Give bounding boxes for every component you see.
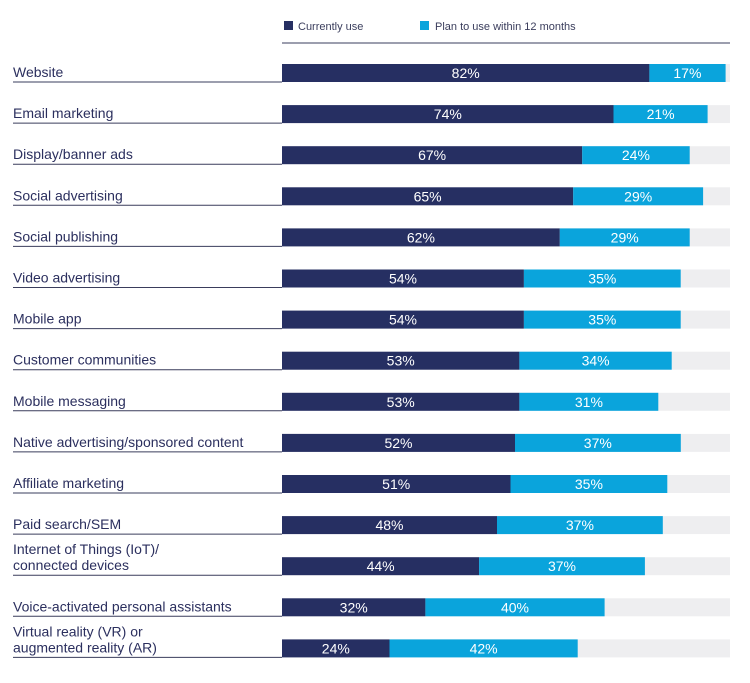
bar-segment-plan-to-use xyxy=(519,351,672,370)
data-label: 52% xyxy=(384,435,412,451)
data-label: 37% xyxy=(548,558,576,574)
chart-row: Display/banner ads 67% 24% xyxy=(13,146,730,165)
bar-segment-plan-to-use xyxy=(425,598,605,617)
legend: Currently use Plan to use within 12 mont… xyxy=(282,21,730,44)
data-label: 37% xyxy=(566,517,594,533)
chart-row: Customer communities 53% 34% xyxy=(13,351,730,371)
data-label: 42% xyxy=(470,640,498,656)
bar-segment-currently-use xyxy=(282,146,583,165)
bar-segment-currently-use xyxy=(282,351,520,370)
bar-segment-plan-to-use xyxy=(573,187,704,206)
data-label: 67% xyxy=(418,147,446,163)
chart-row: Paid search/SEM 48% 37% xyxy=(13,516,730,535)
bar-segment-plan-to-use xyxy=(510,475,668,493)
data-label: 35% xyxy=(588,312,616,328)
category-label: Mobile app xyxy=(13,311,82,327)
chart-row: Email marketing 74% 21% xyxy=(13,105,730,124)
data-label: 53% xyxy=(387,394,415,410)
chart-row: Social publishing 62% 29% xyxy=(13,228,730,247)
data-label: 35% xyxy=(588,271,616,287)
bar-segment-currently-use xyxy=(282,475,511,493)
data-label: 82% xyxy=(452,65,480,81)
bar-segment-currently-use xyxy=(282,187,574,206)
data-label: 44% xyxy=(367,558,395,574)
bar-segment-currently-use xyxy=(282,598,426,617)
bar-segment-plan-to-use xyxy=(515,433,681,452)
bar-segment-currently-use xyxy=(282,639,390,658)
data-label: 29% xyxy=(611,229,639,245)
category-label: Paid search/SEM xyxy=(13,516,121,532)
bar-segment-plan-to-use xyxy=(479,557,645,576)
bar-segment-plan-to-use xyxy=(389,639,578,658)
category-label: Website xyxy=(13,64,64,80)
category-label: Affiliate marketing xyxy=(13,475,124,491)
bar-segment-currently-use xyxy=(282,392,520,411)
bar-segment-plan-to-use xyxy=(582,146,690,165)
data-label: 54% xyxy=(389,271,417,287)
bar-segment-plan-to-use xyxy=(497,516,663,535)
bar-segment-currently-use xyxy=(282,228,560,247)
bar-segment-plan-to-use xyxy=(523,269,681,288)
chart-row: Native advertising/sponsored content 52% 3… xyxy=(13,433,730,453)
category-label: Email marketing xyxy=(13,105,113,121)
data-label: 37% xyxy=(584,435,612,451)
bar-segment-currently-use xyxy=(282,516,497,535)
data-label: 51% xyxy=(382,476,410,492)
data-label: 74% xyxy=(434,106,462,122)
category-label: Display/banner ads xyxy=(13,146,133,162)
chart-rows: Website 82% 17% Email marketing 74% 21% Displa… xyxy=(13,64,730,658)
data-label: 62% xyxy=(407,229,435,245)
data-label: 54% xyxy=(389,312,417,328)
data-label: 48% xyxy=(375,517,403,533)
data-label: 40% xyxy=(501,599,529,615)
chart-row: Voice-activated personal assistants 32% 40… xyxy=(13,598,730,617)
category-label: Native advertising/sponsored content xyxy=(13,434,243,450)
bar-segment-plan-to-use xyxy=(559,228,690,247)
chart-row: Mobile messaging 53% 31% xyxy=(13,392,730,412)
bar-segment-plan-to-use xyxy=(613,105,708,124)
data-label: 34% xyxy=(582,353,610,369)
data-label: 17% xyxy=(673,65,701,81)
legend-swatch-plan-to-use xyxy=(420,21,429,30)
bar-segment-plan-to-use xyxy=(519,392,659,411)
chart-row: Affiliate marketing 51% 35% xyxy=(13,475,730,494)
data-label: 35% xyxy=(575,476,603,492)
category-label: Customer communities xyxy=(13,352,156,368)
data-label: 24% xyxy=(322,640,350,656)
chart-row: Video advertising 54% 35% xyxy=(13,269,730,288)
category-label: Social advertising xyxy=(13,187,123,203)
data-label: 53% xyxy=(387,353,415,369)
category-label: Internet of Things (IoT)/ xyxy=(13,541,159,557)
bar-segment-plan-to-use xyxy=(523,310,681,329)
data-label: 24% xyxy=(622,147,650,163)
bar-segment-currently-use xyxy=(282,433,515,452)
bar-segment-currently-use xyxy=(282,105,614,124)
bar-segment-currently-use xyxy=(282,269,524,288)
bar-segment-plan-to-use xyxy=(649,64,726,82)
category-label: Social publishing xyxy=(13,228,118,244)
category-label: augmented reality (AR) xyxy=(13,639,157,655)
data-label: 32% xyxy=(340,599,368,615)
chart-row: Social advertising 65% 29% xyxy=(13,187,730,206)
legend-label-plan-to-use: Plan to use within 12 months xyxy=(435,21,576,33)
category-label: Mobile messaging xyxy=(13,393,126,409)
bar-segment-currently-use xyxy=(282,557,480,576)
bar-segment-currently-use xyxy=(282,64,650,82)
legend-swatch-currently-use xyxy=(284,21,293,30)
data-label: 65% xyxy=(414,188,442,204)
bar-segment-currently-use xyxy=(282,310,524,329)
legend-label-currently-use: Currently use xyxy=(298,21,363,33)
category-label: Virtual reality (VR) or xyxy=(13,623,143,639)
chart-row: Mobile app 54% 35% xyxy=(13,310,730,330)
data-label: 29% xyxy=(624,188,652,204)
data-label: 21% xyxy=(647,106,675,122)
category-label: Voice-activated personal assistants xyxy=(13,598,232,614)
category-label: connected devices xyxy=(13,557,129,573)
category-label: Video advertising xyxy=(13,270,120,286)
data-label: 31% xyxy=(575,394,603,410)
chart-row: Website 82% 17% xyxy=(13,64,730,83)
chart-row: Internet of Things (IoT)/connected devic… xyxy=(13,541,730,576)
